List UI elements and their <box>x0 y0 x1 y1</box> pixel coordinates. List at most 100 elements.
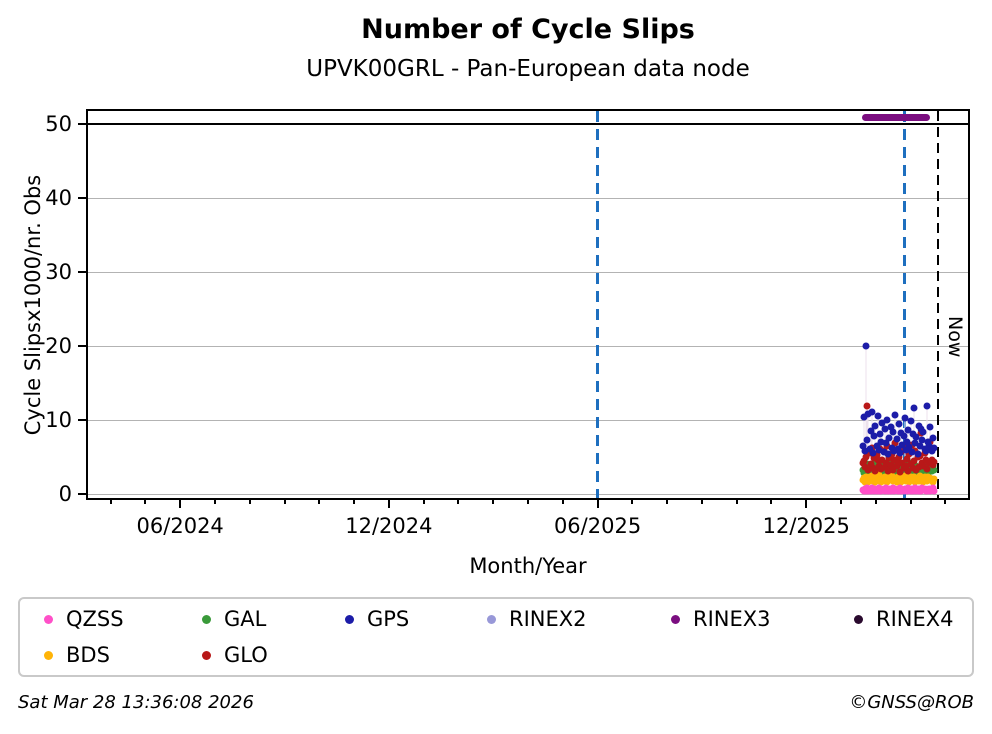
data-point-qzss <box>930 487 938 495</box>
legend-box: QZSS GAL GPS RINEX2 RINEX3 RINEX4 BDS GLO <box>18 597 974 677</box>
data-point-gps <box>885 434 893 442</box>
data-point-glo <box>891 439 899 447</box>
data-point-gps <box>859 442 867 450</box>
legend-item-rinex2: RINEX2 <box>487 607 671 631</box>
y-tick-label: 40 <box>45 186 72 211</box>
data-point-gps <box>916 442 924 450</box>
x-tick-label: 12/2025 <box>762 514 850 538</box>
data-point-gps <box>883 416 891 424</box>
data-point-glo <box>882 459 890 467</box>
data-point-gps <box>919 428 927 436</box>
data-point-glo <box>873 451 881 459</box>
x-axis-label: Month/Year <box>469 554 587 578</box>
x-minor-tick <box>422 498 425 504</box>
x-minor-tick <box>735 498 738 504</box>
data-point-gps <box>896 449 904 457</box>
data-point-glo <box>887 461 895 469</box>
x-minor-tick <box>213 498 216 504</box>
x-minor-tick <box>353 498 356 504</box>
data-point-glo <box>871 467 879 475</box>
data-point-glo <box>894 458 902 466</box>
data-point-glo <box>877 465 885 473</box>
data-point-gps <box>901 414 909 422</box>
legend-dot-icon <box>854 614 863 624</box>
data-point-gps <box>861 447 869 455</box>
legend-label: GAL <box>224 607 267 631</box>
data-point-gps <box>922 447 930 455</box>
y-gridline <box>88 198 968 200</box>
legend-item-glo: GLO <box>202 643 345 667</box>
data-point-glo <box>893 462 900 470</box>
data-point-glo <box>869 464 877 472</box>
y-tick-label: 0 <box>58 481 72 506</box>
data-point-gps <box>866 445 874 453</box>
data-point-glo <box>862 453 870 461</box>
data-point-glo <box>866 449 874 457</box>
legend-dot-icon <box>44 650 53 660</box>
data-point-gps <box>900 432 907 440</box>
data-point-glo <box>881 463 889 471</box>
y-tick-label: 50 <box>45 112 72 137</box>
x-minor-tick <box>144 498 147 504</box>
legend-item-qzss: QZSS <box>44 607 202 631</box>
data-point-gps <box>887 423 895 431</box>
data-point-gps <box>907 417 915 425</box>
y-tick-mark <box>78 123 87 126</box>
legend-label: RINEX3 <box>693 607 771 631</box>
data-point-gps <box>864 410 872 418</box>
data-point-glo <box>915 463 923 471</box>
legend-dot-icon <box>671 614 680 624</box>
legend-dot-icon <box>202 650 211 660</box>
data-point-gps <box>925 442 933 450</box>
legend-item-rinex4: RINEX4 <box>854 607 972 631</box>
data-point-gps <box>914 450 922 458</box>
y-tick-mark <box>78 271 87 273</box>
x-minor-tick <box>283 498 286 504</box>
data-point-gps <box>874 412 882 420</box>
data-point-gps <box>902 446 910 454</box>
now-label: Now <box>944 316 967 358</box>
y-tick-label: 20 <box>45 333 72 358</box>
y-axis-label: Cycle Slipsx1000/nr. Obs <box>21 174 45 435</box>
legend-dot-icon <box>487 614 496 624</box>
data-point-gps <box>869 449 877 457</box>
data-point-gps <box>889 428 897 436</box>
y-tick-label: 30 <box>45 260 72 284</box>
data-point-gps <box>860 413 868 421</box>
data-point-gps <box>875 446 883 454</box>
data-point-gps <box>876 430 884 438</box>
x-minor-tick <box>874 498 877 504</box>
data-point-gps <box>905 443 913 451</box>
chart-title: Number of Cycle Slips <box>361 14 695 45</box>
data-point-bds <box>888 472 896 480</box>
x-minor-tick <box>109 498 112 504</box>
data-point-gps <box>863 436 871 444</box>
data-point-gps <box>881 425 889 433</box>
data-point-glo <box>896 468 904 476</box>
data-point-gps <box>868 408 876 416</box>
plot-area: Month/Year Cycle Slipsx1000/nr. Obs 0 10 2… <box>21 109 970 578</box>
data-point-glo <box>904 467 912 475</box>
data-point-gps <box>895 420 903 428</box>
legend-item-bds: BDS <box>44 643 202 667</box>
data-point-gps <box>930 444 938 452</box>
legend-dot-icon <box>202 614 211 624</box>
data-point-gps <box>929 434 937 442</box>
data-point-gps <box>898 441 906 449</box>
legend-label: RINEX4 <box>876 607 954 631</box>
data-point-gps <box>926 423 934 431</box>
data-point-gps <box>893 435 900 443</box>
x-major-tick <box>596 498 599 508</box>
now-line <box>937 111 940 498</box>
x-minor-tick <box>492 498 495 504</box>
y-gridline <box>88 345 968 347</box>
data-point-bds <box>930 475 938 483</box>
event-vline <box>902 111 906 498</box>
threshold-line <box>88 123 968 126</box>
data-point-glo <box>902 462 910 469</box>
data-point-glo <box>885 454 893 462</box>
x-major-tick <box>805 498 808 508</box>
x-minor-tick <box>248 498 251 504</box>
x-minor-tick <box>909 498 912 504</box>
